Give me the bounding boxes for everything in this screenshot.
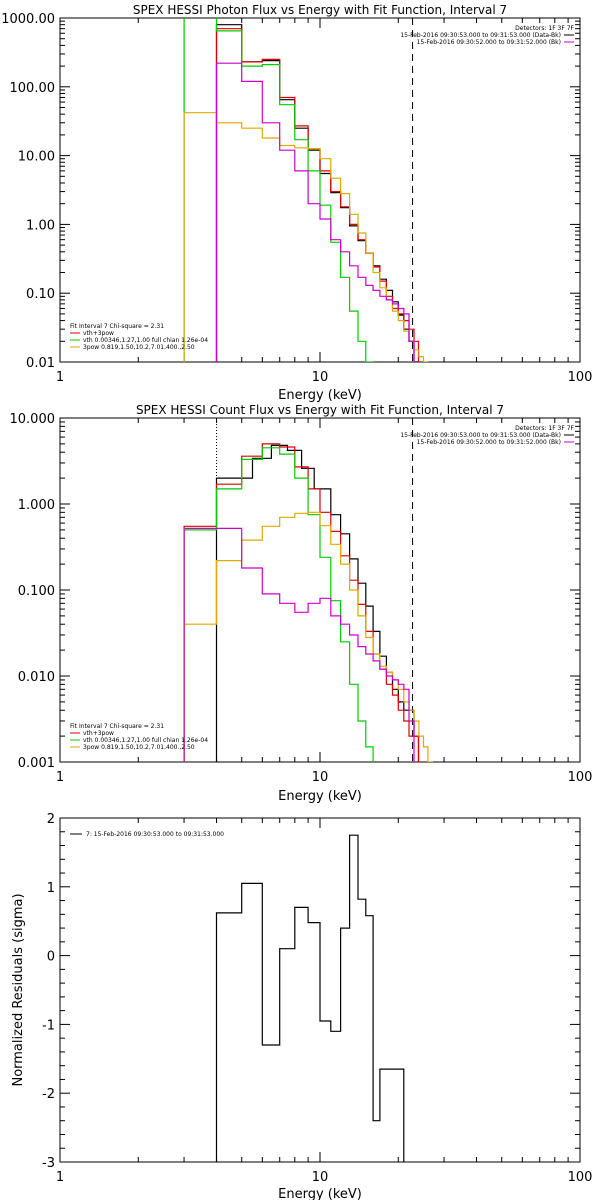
series-line-bk [215, 62, 415, 362]
series-line-data-bk [215, 24, 420, 362]
legend-entry-text: vth 0.00346,1.27,1.00 full chian 1.26e-0… [83, 737, 208, 744]
count-flux-panel: SPEX HESSI Count Flux vs Energy with Fit… [10, 403, 593, 804]
y-tick-label: 0 [47, 950, 55, 965]
legend-detectors-label: Detectors: 1F 3F 7F [515, 25, 574, 32]
series-line-vth [183, 18, 374, 362]
fit-chi-square-label: Fit Interval 7 Chi-square = 2.31 [70, 323, 164, 330]
y-tick-label: 1.00 [26, 218, 55, 233]
legend-entry-text: 15-Feb-2016 09:30:53.000 to 09:31:53.000… [400, 32, 561, 39]
series-line-7-15-feb-2016-09-30-53-000-to-09-31-53-000 [215, 834, 405, 1162]
x-tick-label: 1 [56, 770, 64, 785]
series-line-vth-3pow [215, 28, 420, 362]
photon-flux-title: SPEX HESSI Photon Flux vs Energy with Fi… [133, 3, 507, 17]
y-tick-label: -3 [42, 1156, 55, 1171]
series-line-bk [183, 527, 415, 762]
y-tick-label: -1 [42, 1018, 55, 1033]
count-flux-title: SPEX HESSI Count Flux vs Energy with Fit… [136, 403, 504, 417]
y-tick-label: 10.000 [10, 412, 56, 427]
series-line-3pow [183, 511, 433, 762]
y-tick-label: 100.00 [10, 81, 56, 96]
y-tick-label: 1 [47, 881, 55, 896]
y-tick-label: 0.10 [26, 287, 55, 302]
residuals-xlabel: Energy (keV) [278, 1187, 362, 1200]
legend-entry-text: 15-Feb-2016 09:30:53.000 to 09:31:53.000… [400, 432, 561, 439]
x-tick-label: 100 [568, 770, 593, 785]
residuals-panel: Normalized Residuals (sigma) Energy (keV… [11, 812, 592, 1200]
photon-flux-xlabel: Energy (keV) [278, 388, 362, 403]
x-tick-label: 100 [568, 370, 593, 385]
series-line-vth-3pow [183, 443, 420, 762]
x-tick-label: 100 [568, 1170, 593, 1185]
legend-detectors-label: Detectors: 1F 3F 7F [515, 425, 574, 432]
y-tick-label: 0.100 [18, 584, 55, 599]
legend-entry-text: 3pow 0.819,1.50,10.2,7.01,400.,2.50 [83, 344, 195, 351]
series-line-vth [183, 447, 374, 762]
y-tick-label: 2 [47, 812, 55, 827]
count-flux-plot-frame [59, 417, 581, 763]
photon-flux-panel: SPEX HESSI Photon Flux vs Energy with Fi… [1, 3, 593, 403]
count-flux-xlabel: Energy (keV) [278, 789, 362, 804]
x-tick-label: 10 [312, 1170, 329, 1185]
y-tick-label: 0.001 [18, 756, 55, 771]
series-line-data-bk [215, 444, 420, 762]
legend-entry-text: 15-Feb-2016 09:30:52.000 to 09:31:52.000… [417, 439, 561, 446]
y-tick-label: 1000.00 [1, 12, 55, 27]
x-tick-label: 1 [56, 1170, 64, 1185]
legend-entry-text: 7: 15-Feb-2016 09:30:53.000 to 09:31:53.… [86, 831, 224, 838]
legend-entry-text: vth+3pow [83, 330, 114, 337]
y-tick-label: 10.00 [18, 150, 55, 165]
legend-entry-text: 3pow 0.819,1.50,10.2,7.01,400.,2.50 [83, 744, 195, 751]
legend-entry-text: vth+3pow [83, 730, 114, 737]
legend-entry-text: vth 0.00346,1.27,1.00 full chian 1.26e-0… [83, 337, 208, 344]
x-tick-label: 10 [312, 370, 329, 385]
y-tick-label: 0.01 [26, 356, 55, 371]
series-line-3pow [183, 112, 429, 362]
y-tick-label: 0.010 [18, 670, 55, 685]
y-tick-label: -2 [42, 1087, 55, 1102]
y-tick-label: 1.000 [18, 498, 55, 513]
legend-entry-text: 15-Feb-2016 09:30:52.000 to 09:31:52.000… [417, 39, 561, 46]
fit-chi-square-label: Fit Interval 7 Chi-square = 2.31 [70, 723, 164, 730]
x-tick-label: 1 [56, 370, 64, 385]
residuals-ylabel: Normalized Residuals (sigma) [11, 893, 26, 1086]
x-tick-label: 10 [312, 770, 329, 785]
